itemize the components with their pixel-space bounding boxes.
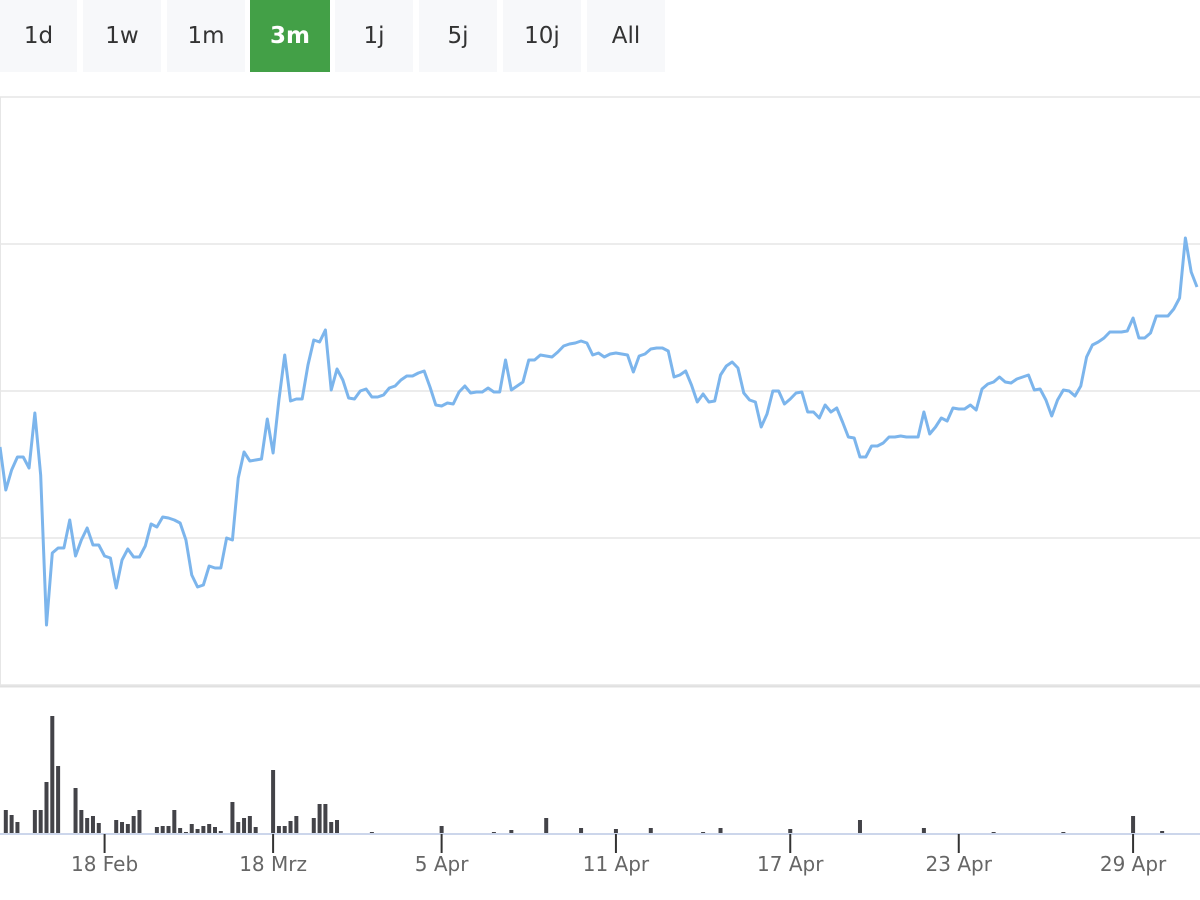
volume-bar <box>323 804 328 833</box>
volume-bar <box>90 816 95 833</box>
volume-bar <box>9 815 14 833</box>
x-tick-label: 18 Feb <box>71 852 138 876</box>
volume-bar <box>178 828 183 833</box>
volume-bar <box>613 829 618 833</box>
volume-bar <box>73 788 78 833</box>
range-button[interactable]: 1j <box>335 0 413 72</box>
volume-bar <box>230 802 235 833</box>
volume-bar <box>701 832 706 833</box>
volume-bar <box>788 829 793 833</box>
volume-bar <box>1160 831 1165 833</box>
volume-bar <box>218 831 223 833</box>
x-tick-label: 5 Apr <box>415 852 469 876</box>
volume-bar <box>212 827 217 833</box>
volume-bar <box>236 822 241 833</box>
volume-bar <box>160 826 165 833</box>
range-button[interactable]: 1m <box>167 0 245 72</box>
x-tick-label: 23 Apr <box>926 852 993 876</box>
range-button[interactable]: 10j <box>503 0 581 72</box>
x-tick-label: 18 Mrz <box>239 852 307 876</box>
volume-bar <box>189 824 194 833</box>
volume-bar <box>96 823 101 833</box>
volume-bar <box>1131 816 1136 833</box>
volume-bar <box>276 826 281 833</box>
range-button[interactable]: 1w <box>83 0 161 72</box>
volume-bar <box>317 804 322 833</box>
volume-bar <box>131 816 136 833</box>
volume-bar <box>79 810 84 833</box>
volume-bar <box>282 826 287 833</box>
volume-bar <box>125 824 130 833</box>
volume-bar <box>579 828 584 833</box>
volume-bar <box>439 826 444 833</box>
volume-bar <box>166 826 171 833</box>
volume-bar <box>207 824 212 833</box>
volume-bar <box>648 828 653 833</box>
volume-bar <box>50 716 55 833</box>
volume-bar <box>1061 832 1066 833</box>
range-button[interactable]: 1d <box>0 0 77 72</box>
volume-bar <box>491 832 496 833</box>
range-button[interactable]: All <box>587 0 665 72</box>
x-tick-label: 17 Apr <box>757 852 824 876</box>
x-tick-label: 29 Apr <box>1100 852 1167 876</box>
volume-bar <box>509 830 514 833</box>
range-button[interactable]: 5j <box>419 0 497 72</box>
volume-bar <box>718 828 723 833</box>
volume-bar <box>120 822 125 833</box>
volume-bar <box>369 832 374 833</box>
volume-bar <box>921 828 926 833</box>
volume-bar <box>32 810 37 833</box>
volume-bar <box>242 818 247 833</box>
volume-bar <box>85 818 90 833</box>
volume-bar <box>15 822 20 833</box>
volume-bar <box>114 820 119 833</box>
volume-bar <box>288 821 293 833</box>
volume-bar <box>857 820 862 833</box>
volume-bar <box>172 810 177 833</box>
volume-bar <box>183 832 188 833</box>
x-tick-label: 11 Apr <box>583 852 650 876</box>
volume-bar <box>247 816 252 833</box>
volume-bar <box>38 810 43 833</box>
range-button[interactable]: 3m <box>250 0 330 72</box>
volume-bar <box>544 818 549 833</box>
volume-bar <box>335 820 340 833</box>
volume-bar <box>44 782 49 833</box>
volume-bar <box>3 810 8 833</box>
volume-bar <box>311 818 316 833</box>
volume-bar <box>56 766 61 833</box>
volume-bar <box>201 826 206 833</box>
volume-bar <box>195 829 200 833</box>
volume-bar <box>253 827 258 833</box>
volume-bar <box>991 832 996 833</box>
price-line <box>0 236 1199 627</box>
volume-bar <box>329 822 334 833</box>
volume-bar <box>271 770 276 833</box>
volume-bar <box>154 827 159 833</box>
volume-bar <box>294 816 299 833</box>
volume-bar <box>137 810 142 833</box>
